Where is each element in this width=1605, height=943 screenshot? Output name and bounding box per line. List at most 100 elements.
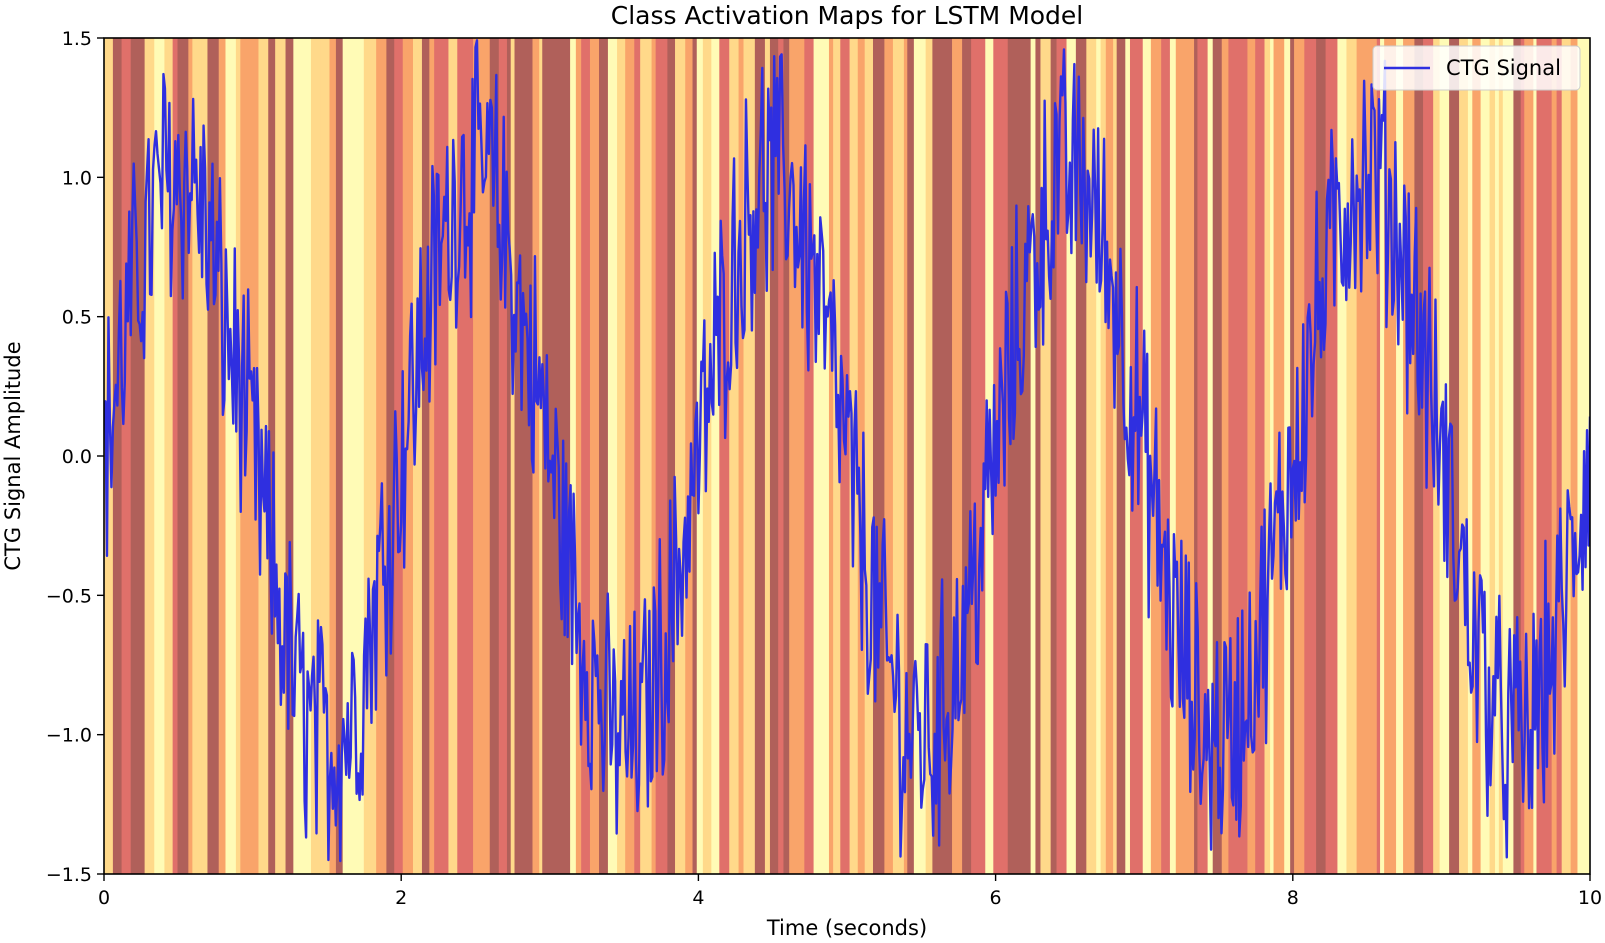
x-tick-label: 8	[1287, 887, 1299, 909]
activation-band	[1513, 38, 1522, 874]
y-tick-label: 0.0	[62, 446, 92, 468]
activation-band	[1480, 38, 1490, 874]
activation-band	[485, 38, 491, 874]
activation-band	[783, 38, 790, 874]
activation-band	[1169, 38, 1177, 874]
activation-band	[1056, 38, 1067, 874]
activation-band	[1294, 38, 1305, 874]
activation-band	[240, 38, 248, 874]
y-axis: −1.5 −1.0 −0.5 0.0 0.5 1.0 1.5	[46, 28, 104, 886]
activation-band	[1247, 38, 1256, 874]
activation-band	[575, 38, 582, 874]
activation-band	[218, 38, 226, 874]
activation-band	[1161, 38, 1171, 874]
activation-band	[121, 38, 132, 874]
activation-band	[942, 38, 953, 874]
activation-band	[651, 38, 657, 874]
activation-band	[719, 38, 730, 874]
activation-band	[394, 38, 404, 874]
activation-band	[532, 38, 540, 874]
activation-band	[913, 38, 927, 874]
activation-band	[840, 38, 850, 874]
activation-band	[729, 38, 739, 874]
activation-band	[1075, 38, 1087, 874]
activation-band	[1459, 38, 1469, 874]
activation-band	[976, 38, 986, 874]
x-tick-label: 2	[395, 887, 407, 909]
activation-band	[711, 38, 716, 874]
activation-band	[1495, 38, 1500, 874]
activation-band	[570, 38, 577, 874]
activation-band	[498, 38, 508, 874]
activation-band	[320, 38, 330, 874]
activation-band	[144, 38, 155, 874]
activation-band	[1290, 38, 1295, 874]
activation-band	[1022, 38, 1032, 874]
activation-band	[445, 38, 449, 874]
activation-band	[1556, 38, 1563, 874]
activation-band	[1423, 38, 1434, 874]
activation-band	[188, 38, 193, 874]
activation-band	[1561, 38, 1566, 874]
activation-band	[349, 38, 356, 874]
x-axis: 0 2 4 6 8 10	[98, 874, 1602, 909]
activation-bands	[104, 38, 1590, 874]
activation-band	[819, 38, 830, 874]
activation-band	[754, 38, 760, 874]
activation-band	[1197, 38, 1209, 874]
activation-band	[1489, 38, 1496, 874]
activation-band	[932, 38, 938, 874]
activation-band	[925, 38, 933, 874]
activation-band	[1030, 38, 1036, 874]
activation-band	[778, 38, 784, 874]
activation-band	[201, 38, 208, 874]
activation-band	[1551, 38, 1558, 874]
activation-band	[617, 38, 626, 874]
activation-band	[369, 38, 377, 874]
activation-band	[342, 38, 350, 874]
activation-band	[857, 38, 866, 874]
activation-band	[310, 38, 321, 874]
activation-band	[1105, 38, 1114, 874]
y-axis-label: CTG Signal Amplitude	[1, 341, 25, 570]
activation-band	[1449, 38, 1453, 874]
activation-band	[561, 38, 571, 874]
signal-layer	[104, 39, 1590, 863]
x-tick-label: 4	[692, 887, 704, 909]
activation-band	[1524, 38, 1534, 874]
y-tick-label: 1.0	[62, 167, 92, 189]
activation-band	[1050, 38, 1057, 874]
activation-band	[285, 38, 294, 874]
activation-band	[1086, 38, 1097, 874]
activation-band	[457, 38, 468, 874]
x-tick-label: 10	[1578, 887, 1602, 909]
activation-band	[794, 38, 805, 874]
activation-band	[1066, 38, 1077, 874]
activation-band	[1356, 38, 1367, 874]
activation-band	[1346, 38, 1358, 874]
activation-band	[514, 38, 522, 874]
activation-band	[743, 38, 756, 874]
activation-band	[1175, 38, 1185, 874]
activation-band	[335, 38, 344, 874]
activation-band	[828, 38, 834, 874]
activation-band	[510, 38, 515, 874]
y-tick-label: −0.5	[46, 585, 92, 607]
activation-band	[952, 38, 963, 874]
activation-band	[1270, 38, 1274, 874]
activation-band	[172, 38, 178, 874]
activation-band	[258, 38, 269, 874]
activation-band	[489, 38, 500, 874]
x-tick-label: 0	[98, 887, 110, 909]
activation-band	[429, 38, 435, 874]
activation-band	[1100, 38, 1107, 874]
activation-band	[1396, 38, 1404, 874]
activation-band	[589, 38, 600, 874]
activation-band	[1035, 38, 1041, 874]
activation-band	[386, 38, 395, 874]
activation-band	[1113, 38, 1118, 874]
activation-band	[646, 38, 652, 874]
y-tick-label: 0.5	[62, 307, 92, 329]
activation-band	[405, 38, 414, 874]
activation-band	[1467, 38, 1473, 874]
